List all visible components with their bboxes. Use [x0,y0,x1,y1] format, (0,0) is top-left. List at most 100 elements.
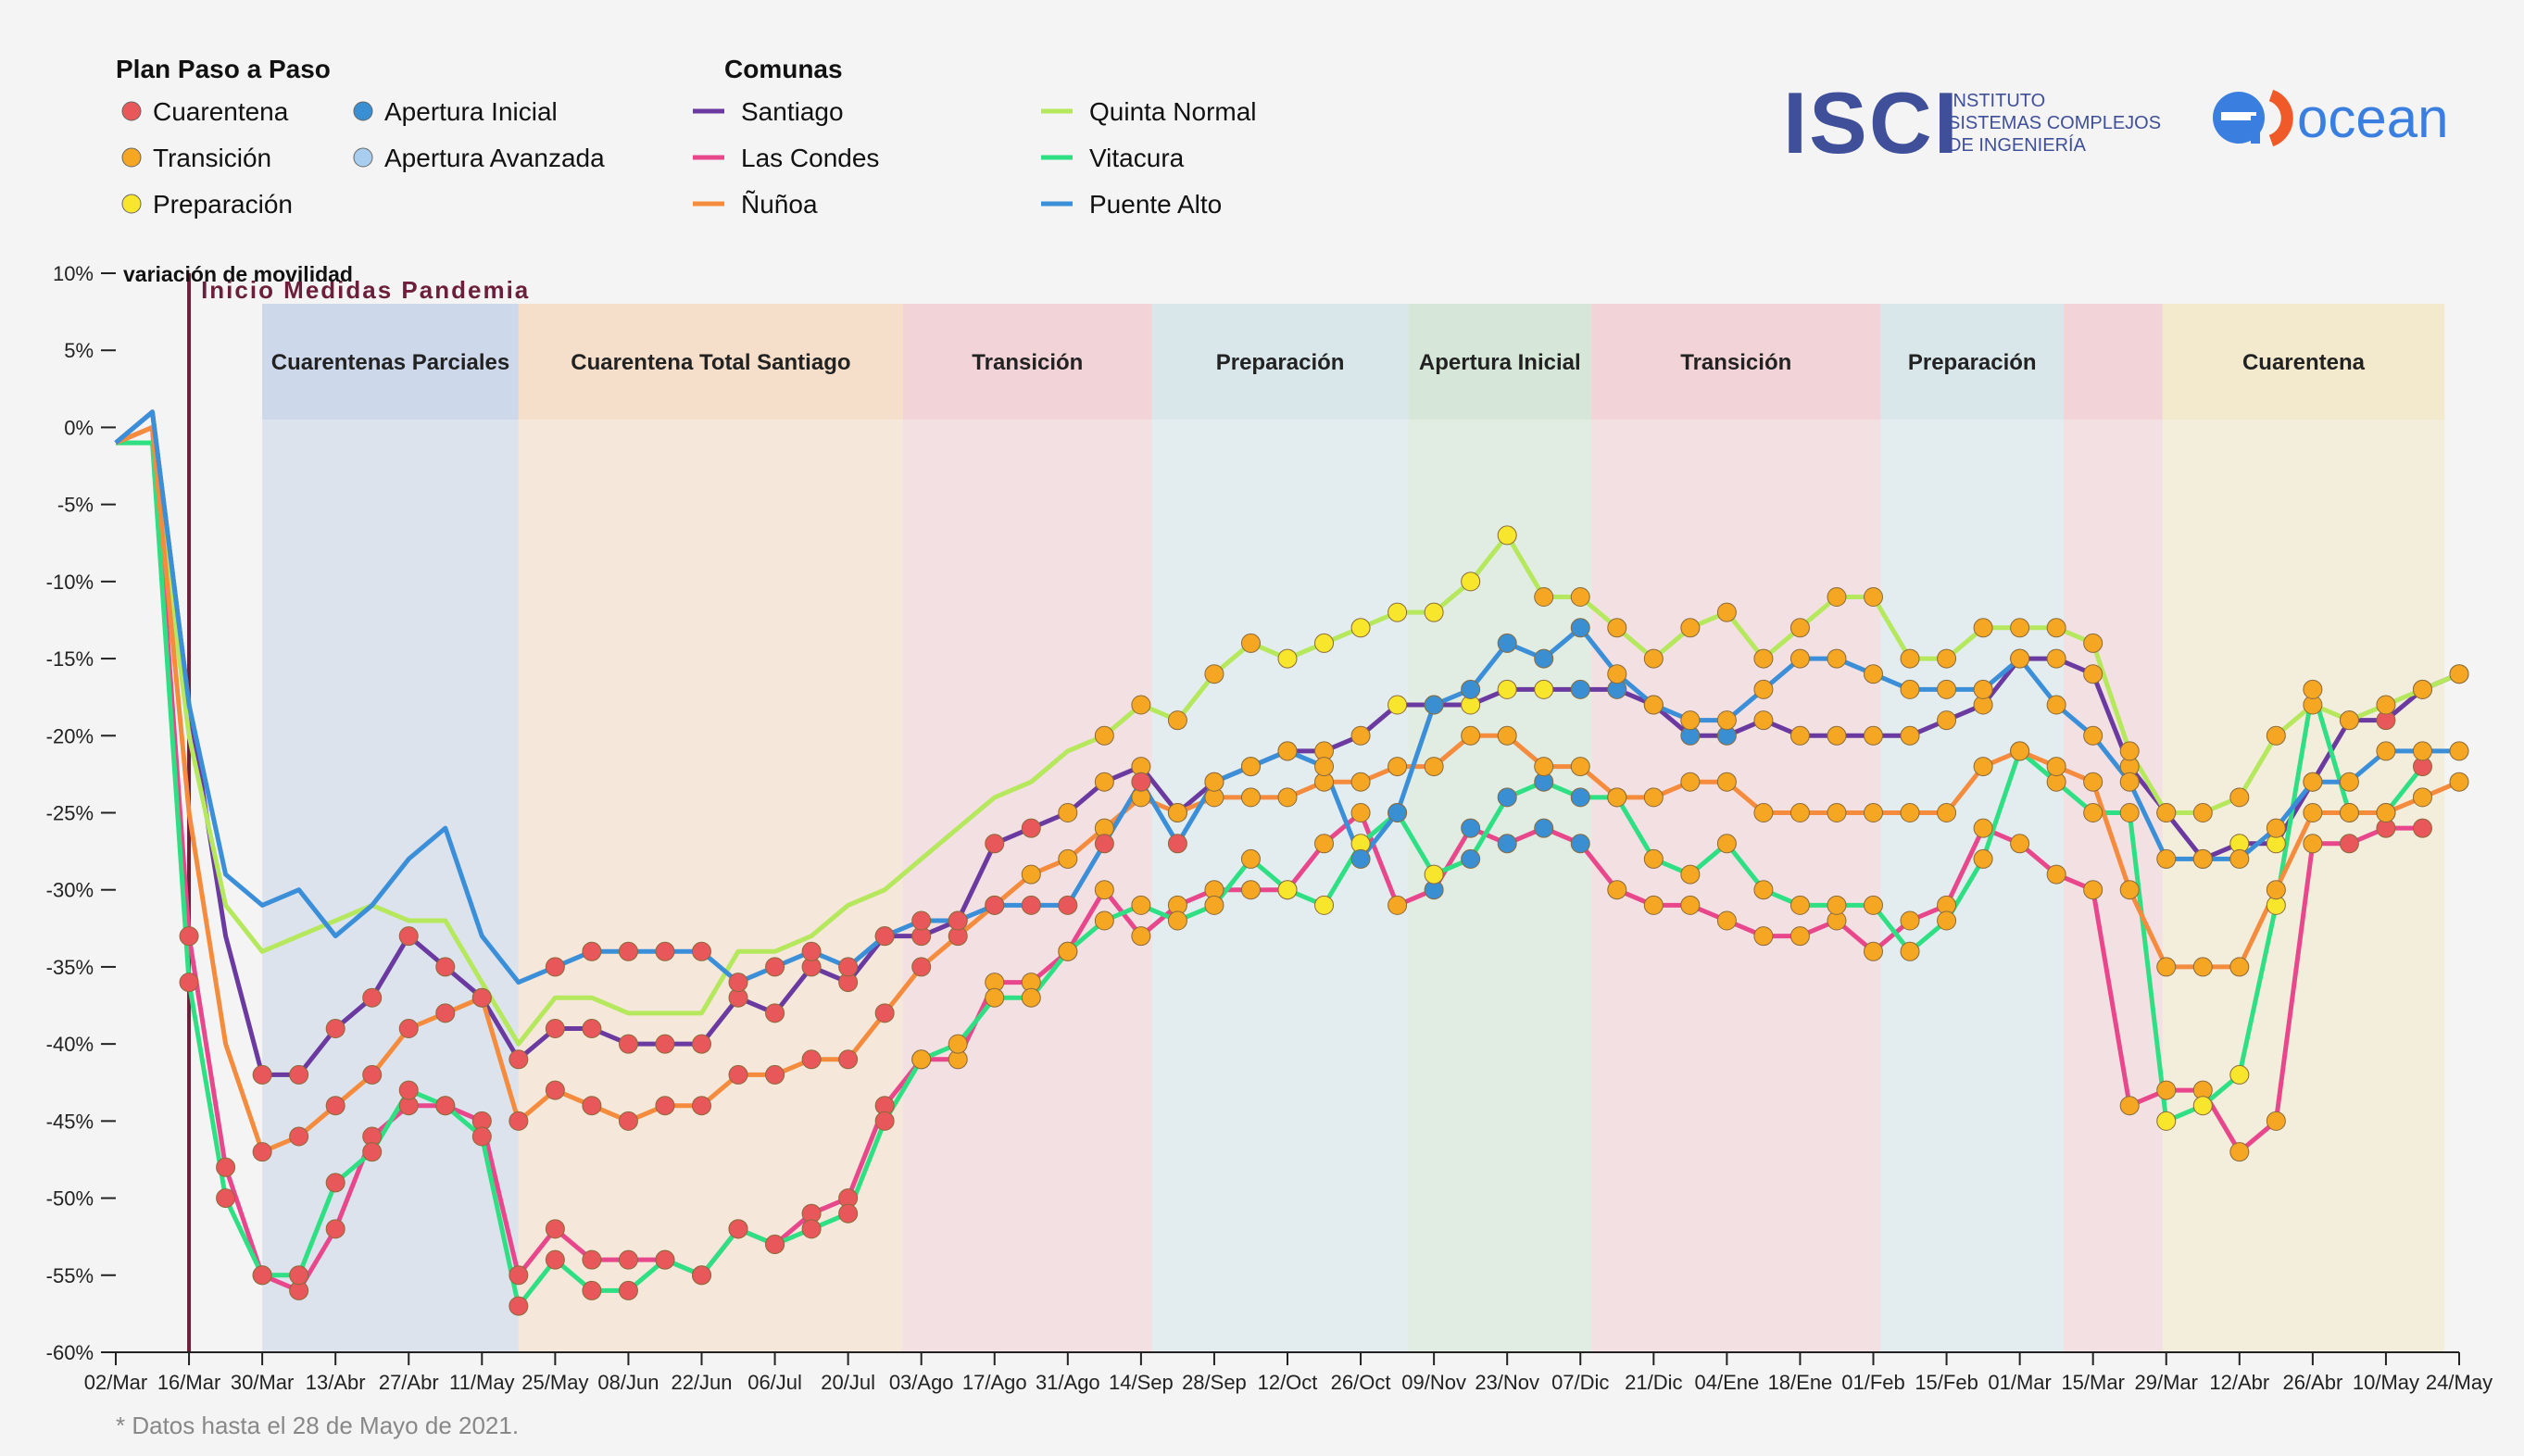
phase-label: Cuarentena Total Santiago [571,350,850,375]
data-point [1204,895,1224,915]
x-tick-label: 09/Nov [1401,1371,1466,1394]
data-point [948,910,968,931]
data-point [2229,1142,2250,1162]
x-tick-label: 25/May [521,1371,588,1394]
data-point [1021,818,1041,838]
data-point [2156,957,2177,977]
data-point [1497,725,1517,746]
data-point [1937,710,1957,731]
data-point [582,941,602,961]
x-tick-label: 26/Oct [1331,1371,1391,1394]
data-point [1789,648,1810,669]
data-point [2229,957,2250,977]
data-point [362,1142,383,1162]
data-point [1570,787,1590,808]
data-point [179,926,199,947]
y-tick-label: 0% [64,416,94,439]
data-point [545,1249,565,1270]
phase-band [1151,304,1409,1352]
data-point [582,1249,602,1270]
data-point [1314,757,1335,777]
phase-label: Preparación [1908,350,2037,375]
legend-comunas: Comunas Santiago Quinta Normal Las Condes V… [693,55,1257,219]
data-point [2010,648,2030,669]
data-point [2412,679,2432,699]
y-tick-label: -5% [57,494,94,517]
data-point [1461,725,1481,746]
data-point [838,1049,859,1070]
data-point [1497,633,1517,653]
data-point [1789,618,1810,638]
data-point [1204,664,1224,684]
data-point [2046,618,2066,638]
data-point [618,941,638,961]
data-point [216,1157,236,1177]
data-point [1314,834,1335,854]
data-point [545,1019,565,1038]
x-tick-label: 16/Mar [157,1371,220,1394]
phase-bands: Cuarentenas Parciales Cuarentena Total Sa… [262,304,2445,1352]
isci-logo-line2: SISTEMAS COMPLEJOS [1948,113,2161,133]
data-point [2412,741,2432,761]
data-point [765,957,785,977]
x-tick-label: 18/Ene [1768,1371,1833,1394]
data-point [1753,679,1774,699]
x-tick-label: 06/Jul [747,1371,802,1394]
data-point [1973,618,1993,638]
series-points [179,525,2469,1316]
x-tick-label: 15/Feb [1915,1371,1978,1394]
data-point [1497,834,1517,854]
data-point [2083,772,2103,792]
ocean-logo: ocean [2213,87,2448,149]
data-point [398,1080,419,1100]
data-point [655,1096,675,1116]
data-point [1937,648,1957,669]
data-point [2339,710,2359,731]
x-tick-label: 01/Feb [1841,1371,1905,1394]
data-point [2119,880,2140,900]
data-point [289,1064,309,1085]
data-point [1534,648,1554,669]
data-point [2339,803,2359,822]
data-point [2339,834,2359,854]
data-point [618,1034,638,1054]
data-point [2229,848,2250,869]
data-point [2449,664,2469,684]
data-point [1753,880,1774,900]
data-point [216,1188,236,1209]
data-point [2119,772,2140,792]
legend-plan-marker [121,194,142,214]
data-point [1827,648,1847,669]
x-tick-label: 17/Ago [962,1371,1027,1394]
footnote: * Datos hasta el 28 de Mayo de 2021. [116,1412,519,1439]
data-point [252,1265,272,1286]
data-point [1497,679,1517,699]
data-point [874,1003,895,1023]
data-point [2046,757,2066,777]
data-point [1277,880,1298,900]
x-tick-label: 23/Nov [1475,1371,1539,1394]
data-point [2010,834,2030,854]
x-tick-label: 24/May [2426,1371,2493,1394]
data-point [1350,772,1371,792]
data-point [655,1034,675,1054]
data-point [2303,679,2323,699]
data-point [874,926,895,947]
data-point [1461,848,1481,869]
data-point [471,1126,492,1147]
data-point [1131,695,1151,715]
data-point [728,973,748,993]
axes: 10% 5% 0% -5% -10% -15% -20% -25% -30% -35% -40% -4… [46,262,2493,1394]
data-point [692,1034,711,1054]
data-point [765,1064,785,1085]
data-point [765,1003,785,1023]
data-point [1167,834,1187,854]
data-point [692,1096,711,1116]
data-point [801,1219,822,1239]
data-point [1058,803,1078,822]
data-point [2376,803,2396,822]
data-point [1131,926,1151,947]
data-point [2192,957,2213,977]
data-point [1094,834,1114,854]
data-point [801,941,822,961]
